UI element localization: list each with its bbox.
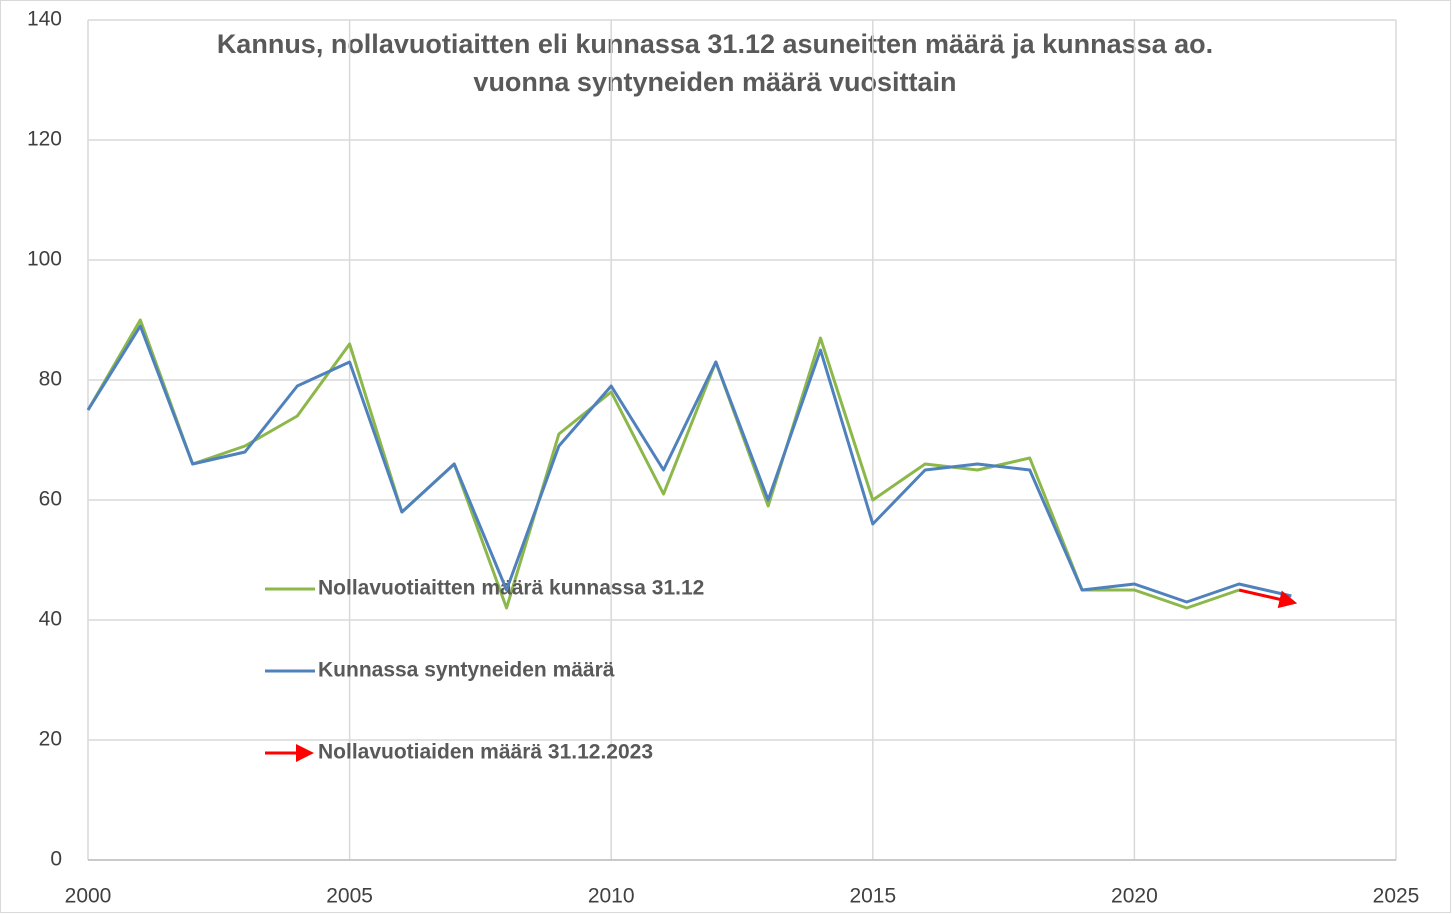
y-tick-label: 20: [39, 728, 62, 751]
y-tick-label: 80: [39, 368, 62, 391]
x-tick-label: 2010: [588, 885, 635, 908]
y-tick-label: 120: [27, 128, 62, 151]
data-line: [86, 324, 1292, 604]
legend-label: Nollavuotiaitten määrä kunnassa 31.12: [318, 577, 704, 600]
x-tick-label: 2015: [849, 885, 896, 908]
data-line: [86, 318, 1240, 610]
data-line: [1238, 588, 1298, 609]
y-tick-label: 0: [50, 848, 62, 871]
y-tick-label: 140: [27, 8, 62, 31]
x-tick-label: 2005: [326, 885, 373, 908]
y-tick-label: 60: [39, 488, 62, 511]
y-tick-label: 40: [39, 608, 62, 631]
chart-title: Kannus, nollavuotiaitten eli kunnassa 31…: [217, 29, 1213, 59]
x-tick-label: 2025: [1373, 885, 1420, 908]
chart-title: vuonna syntyneiden määrä vuosittain: [473, 67, 956, 97]
y-tick-label: 100: [27, 248, 62, 271]
legend-label: Kunnassa syntyneiden määrä: [318, 659, 615, 682]
x-tick-label: 2000: [65, 885, 112, 908]
legend-label: Nollavuotiaiden määrä 31.12.2023: [318, 741, 653, 764]
x-tick-label: 2020: [1111, 885, 1158, 908]
